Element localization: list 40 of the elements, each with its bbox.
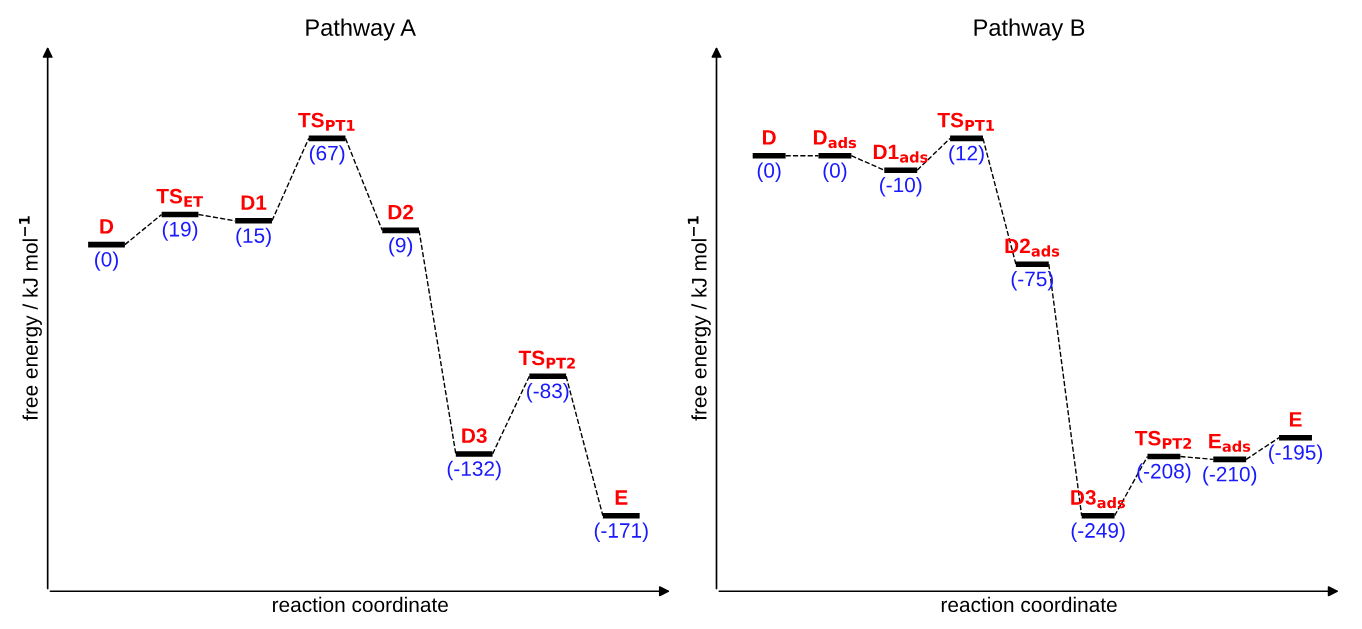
text: reaction coordinate: [273, 596, 448, 613]
data-label: (-10): [880, 176, 922, 197]
category-label: TS$_{ET}$: [156, 188, 203, 207]
category-label: D: [100, 219, 114, 234]
data-label: (-75): [1011, 270, 1054, 291]
category-label: D3$_{ads}$: [1071, 490, 1125, 509]
data-label: (-208): [1137, 463, 1191, 483]
data-label: (0): [823, 162, 847, 182]
category-label: D$_{ads}$: [813, 130, 857, 149]
data-label: (19): [162, 221, 198, 241]
data-label: (-171): [594, 522, 648, 542]
category-label: D2: [388, 204, 414, 220]
data-label: (0): [757, 162, 781, 182]
category-label: D1$_{ads}$: [873, 144, 928, 163]
data-label: (-249): [1071, 522, 1125, 542]
category-label: E: [1289, 412, 1302, 427]
category-label: D: [763, 130, 776, 145]
text: Pathway B: [974, 18, 1085, 41]
data-label: (67): [309, 145, 345, 165]
data-label: (0): [95, 251, 118, 271]
data-label: (-210): [1203, 466, 1257, 486]
category-label: TS$_{PT1}$: [937, 112, 994, 131]
text: free energy / kJ mol$^{−1}$: [18, 216, 42, 421]
text: Pathway A: [306, 18, 416, 41]
category-label: D1: [241, 195, 267, 210]
category-label: D3: [462, 428, 487, 444]
category-label: TS$_{PT2}$: [518, 350, 575, 369]
category-label: D2$_{ads}$: [1005, 238, 1060, 257]
data-label: (-83): [527, 383, 569, 403]
text: free energy / kJ mol$^{−1}$: [687, 216, 711, 421]
data-label: (-132): [447, 460, 501, 481]
data-label: (-195): [1269, 444, 1323, 464]
category-label: E: [615, 490, 628, 505]
category-label: E$_{ads}$: [1209, 433, 1251, 452]
data-label: (12): [949, 145, 984, 165]
text: reaction coordinate: [941, 596, 1117, 613]
category-label: TS$_{PT2}$: [1134, 430, 1192, 449]
data-label: (9): [389, 237, 413, 257]
category-label: TS$_{PT1}$: [298, 112, 355, 131]
data-label: (15): [236, 227, 271, 248]
